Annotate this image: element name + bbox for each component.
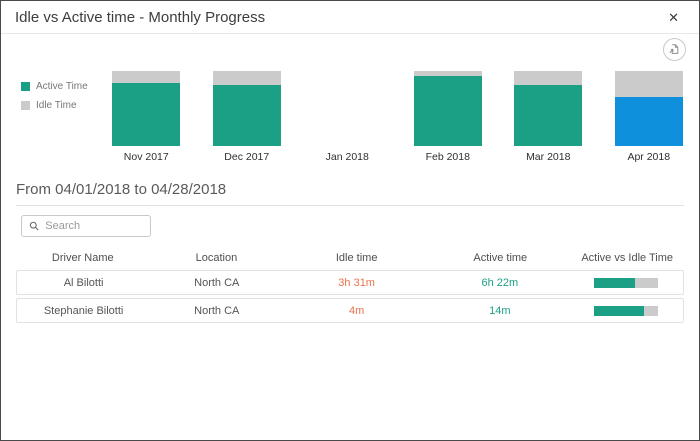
bar-column: [413, 71, 482, 146]
category-label: Apr 2018: [627, 151, 671, 163]
cell-active-time: 6h 22m: [481, 276, 519, 289]
search-input[interactable]: [45, 220, 143, 232]
active-segment: [413, 76, 482, 146]
chart-bars: Nov 2017 Dec 2017 Jan 2018 Feb 2018 Mar 2018…: [96, 71, 699, 163]
chart-legend: Active Time Idle Time: [21, 81, 88, 119]
active-vs-idle-progressbar: [594, 305, 659, 316]
monthly-stacked-bar-chart: Active Time Idle Time Nov 2017 Dec 2017 Jan…: [1, 71, 699, 166]
category-label: Mar 2018: [526, 151, 571, 163]
cell-location: North CA: [194, 276, 240, 289]
chart-bar-apr-2018[interactable]: Apr 2018: [599, 71, 700, 163]
bar-column: [112, 71, 181, 146]
category-label: Feb 2018: [425, 151, 470, 163]
cell-active-vs-idle: [570, 277, 683, 288]
chart-bar-feb-2018[interactable]: Feb 2018: [398, 71, 499, 163]
column-header-driver-name[interactable]: Driver Name: [51, 252, 114, 264]
close-button[interactable]: ✕: [662, 7, 685, 28]
chart-bar-dec-2017[interactable]: Dec 2017: [197, 71, 298, 163]
bar-column: [313, 71, 381, 146]
chart-bar-jan-2018[interactable]: Jan 2018: [297, 71, 398, 163]
category-label: Nov 2017: [123, 151, 169, 163]
table-header-row: Driver Name Location Idle time Active time A…: [16, 249, 684, 267]
chart-bar-nov-2017[interactable]: Nov 2017: [96, 71, 197, 163]
cell-idle-time: 4m: [348, 304, 365, 317]
export-icon: [669, 44, 679, 54]
close-icon: ✕: [668, 9, 679, 25]
table-row-stephanie-bilotti[interactable]: Stephanie Bilotti North CA 4m 14m: [16, 298, 684, 323]
idle-segment: [212, 71, 281, 86]
active-segment: [514, 85, 583, 146]
progressbar-active-fill: [594, 277, 636, 288]
legend-item-active-time[interactable]: Active Time: [21, 81, 88, 92]
idle-segment: [614, 71, 683, 98]
bar-column: [614, 71, 683, 146]
date-range-label: From 04/01/2018 to 04/28/2018: [16, 181, 684, 206]
table-row-al-bilotti[interactable]: Al Bilotti North CA 3h 31m 6h 22m: [16, 270, 684, 295]
cell-idle-time: 3h 31m: [338, 276, 375, 289]
column-header-active-time[interactable]: Active time: [473, 252, 528, 264]
legend-swatch-active-time: [21, 82, 30, 91]
cell-location: North CA: [194, 304, 240, 317]
search-box[interactable]: [21, 215, 151, 237]
cell-active-time: 14m: [489, 304, 511, 317]
drivers-table: Driver Name Location Idle time Active time A…: [16, 249, 684, 323]
bar-column: [514, 71, 583, 146]
category-label: Jan 2018: [325, 151, 369, 163]
progressbar-active-fill: [594, 305, 645, 316]
legend-label: Idle Time: [36, 100, 77, 111]
dialog-title: Idle vs Active time - Monthly Progress: [15, 8, 266, 26]
export-button[interactable]: [663, 38, 686, 61]
cell-driver-name: Stephanie Bilotti: [43, 304, 124, 317]
dialog-titlebar: Idle vs Active time - Monthly Progress ✕: [1, 1, 699, 34]
column-header-location[interactable]: Location: [195, 252, 238, 264]
active-vs-idle-progressbar: [594, 277, 659, 288]
active-segment: [212, 85, 281, 146]
column-header-idle-time[interactable]: Idle time: [335, 252, 378, 264]
cell-driver-name: Al Bilotti: [63, 276, 104, 289]
legend-label: Active Time: [36, 81, 88, 92]
active-segment: [112, 83, 181, 146]
table-body: Al Bilotti North CA 3h 31m 6h 22m Stephanie …: [16, 270, 684, 323]
active-segment: [614, 97, 683, 146]
chart-bar-mar-2018[interactable]: Mar 2018: [498, 71, 599, 163]
legend-item-idle-time[interactable]: Idle Time: [21, 100, 88, 111]
idle-segment: [413, 71, 482, 77]
legend-swatch-idle-time: [21, 101, 30, 110]
idle-segment: [514, 71, 583, 86]
idle-segment: [112, 71, 181, 83]
search-icon: [29, 221, 39, 231]
bar-column: [212, 71, 281, 146]
cell-active-vs-idle: [570, 305, 683, 316]
category-label: Dec 2017: [224, 151, 270, 163]
column-header-active-vs-idle-time[interactable]: Active vs Idle Time: [581, 252, 674, 264]
